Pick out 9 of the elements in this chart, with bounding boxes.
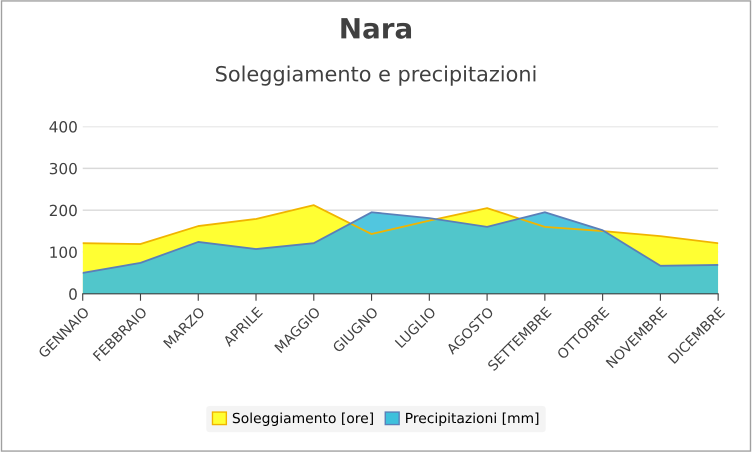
legend-label: Precipitazioni [mm] [406, 412, 538, 426]
y-tick-label: 400 [49, 121, 77, 133]
y-tick-label: 0 [69, 288, 77, 300]
y-tick-label: 100 [50, 246, 77, 258]
legend-label: Soleggiamento [ore] [232, 412, 373, 426]
y-tick-label: 200 [50, 204, 77, 216]
chart-title: Nara [341, 18, 412, 39]
y-tick-label: 300 [50, 162, 77, 174]
chart-subtitle: Soleggiamento e precipitazioni [216, 66, 536, 86]
